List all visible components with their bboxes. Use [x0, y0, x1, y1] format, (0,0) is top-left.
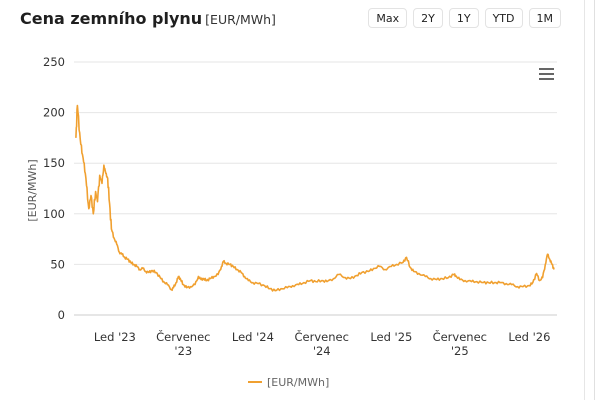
- x-tick-label-line: '24: [313, 344, 331, 358]
- x-tick-label: Led '25: [370, 330, 412, 344]
- y-tick-label: 100: [43, 207, 65, 221]
- x-tick-label-line: Červenec: [433, 329, 487, 344]
- chart-header: Cena zemního plynu [EUR/MWh]: [20, 9, 276, 28]
- x-tick-label-line: Led '24: [232, 330, 274, 344]
- x-tick-label-line: Led '25: [370, 330, 412, 344]
- x-tick-label: Červenec '23: [156, 329, 210, 358]
- chart-unit: [EUR/MWh]: [205, 12, 276, 27]
- legend[interactable]: [EUR/MWh]: [248, 376, 329, 389]
- x-tick-label-line: '23: [174, 344, 192, 358]
- y-tick-label: 250: [43, 55, 65, 69]
- x-tick-label-line: Červenec: [295, 329, 349, 344]
- range-max-button[interactable]: Max: [368, 8, 408, 28]
- range-ytd-button[interactable]: YTD: [484, 8, 523, 28]
- x-tick-label: Červenec '24: [295, 329, 349, 358]
- grid-lines: [74, 61, 557, 316]
- y-tick-label: 150: [43, 156, 65, 170]
- panel-border: [584, 0, 585, 400]
- y-axis-ticks: 0 50 100 150 200 250: [43, 55, 65, 322]
- hamburger-menu-icon[interactable]: [536, 64, 556, 82]
- x-tick-label-line: '25: [451, 344, 469, 358]
- y-axis-title: [EUR/MWh]: [26, 159, 39, 221]
- x-tick-label-line: Led '23: [94, 330, 136, 344]
- x-tick-label: Led '26: [508, 330, 550, 344]
- y-tick-label: 0: [58, 308, 65, 322]
- range-selector: Max 2Y 1Y YTD 1M: [368, 8, 561, 28]
- range-1y-button[interactable]: 1Y: [448, 8, 479, 28]
- chart-title: Cena zemního plynu: [20, 9, 203, 28]
- range-2y-button[interactable]: 2Y: [413, 8, 443, 28]
- x-tick-label-line: Červenec: [156, 329, 210, 344]
- y-tick-label: 50: [50, 257, 65, 271]
- page-border: [594, 0, 595, 400]
- series-line[interactable]: [75, 104, 555, 292]
- range-1m-button[interactable]: 1M: [528, 8, 561, 28]
- y-tick-label: 200: [43, 106, 65, 120]
- x-tick-label: Červenec '25: [433, 329, 487, 358]
- legend-label: [EUR/MWh]: [267, 376, 329, 389]
- x-tick-label-line: Led '26: [508, 330, 550, 344]
- x-tick-label: Led '24: [232, 330, 274, 344]
- x-tick-label: Led '23: [94, 330, 136, 344]
